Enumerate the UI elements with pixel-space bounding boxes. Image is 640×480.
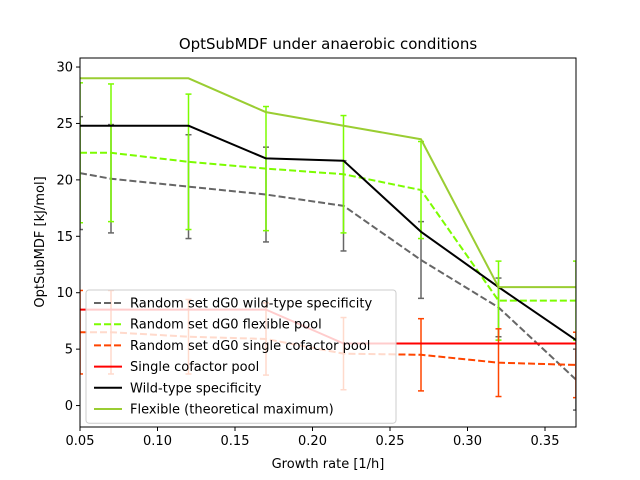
legend-label: Single cofactor pool bbox=[130, 360, 259, 375]
y-tick-label: 15 bbox=[56, 230, 73, 245]
y-tick-label: 10 bbox=[56, 286, 73, 301]
y-tick-label: 30 bbox=[56, 61, 73, 76]
plot-frame bbox=[79, 57, 577, 428]
series-6 bbox=[80, 77, 576, 289]
y-tick-label: 25 bbox=[56, 117, 73, 132]
x-tick-label: 0.35 bbox=[531, 434, 560, 449]
legend-label: Flexible (theoretical maximum) bbox=[130, 403, 334, 418]
legend-label: Random set dG0 single cofactor pool bbox=[130, 339, 370, 354]
y-axis-label: OptSubMDF [kJ/mol] bbox=[33, 176, 48, 307]
x-tick-label: 0.25 bbox=[376, 434, 405, 449]
x-tick-label: 0.10 bbox=[143, 434, 172, 449]
series-line bbox=[80, 172, 576, 381]
series-2 bbox=[80, 82, 576, 341]
legend: Random set dG0 wild-type specificity Rand… bbox=[85, 289, 397, 424]
x-tick-label: 0.30 bbox=[453, 434, 482, 449]
x-tick-label: 0.05 bbox=[66, 434, 95, 449]
y-tick-label: 0 bbox=[65, 399, 73, 414]
x-axis-label: Growth rate [1/h] bbox=[272, 457, 385, 472]
x-tick-label: 0.15 bbox=[221, 434, 250, 449]
series-line bbox=[80, 151, 576, 302]
legend-box bbox=[85, 289, 397, 424]
x-tick-label: 0.20 bbox=[298, 434, 327, 449]
y-tick-label: 20 bbox=[56, 173, 73, 188]
y-tick-label: 5 bbox=[65, 343, 73, 358]
legend-label: Wild-type specificity bbox=[130, 381, 262, 396]
chart-title: OptSubMDF under anaerobic conditions bbox=[179, 35, 478, 53]
series-line bbox=[80, 77, 576, 289]
legend-label: Random set dG0 wild-type specificity bbox=[130, 297, 372, 312]
legend-label: Random set dG0 flexible pool bbox=[130, 318, 322, 333]
